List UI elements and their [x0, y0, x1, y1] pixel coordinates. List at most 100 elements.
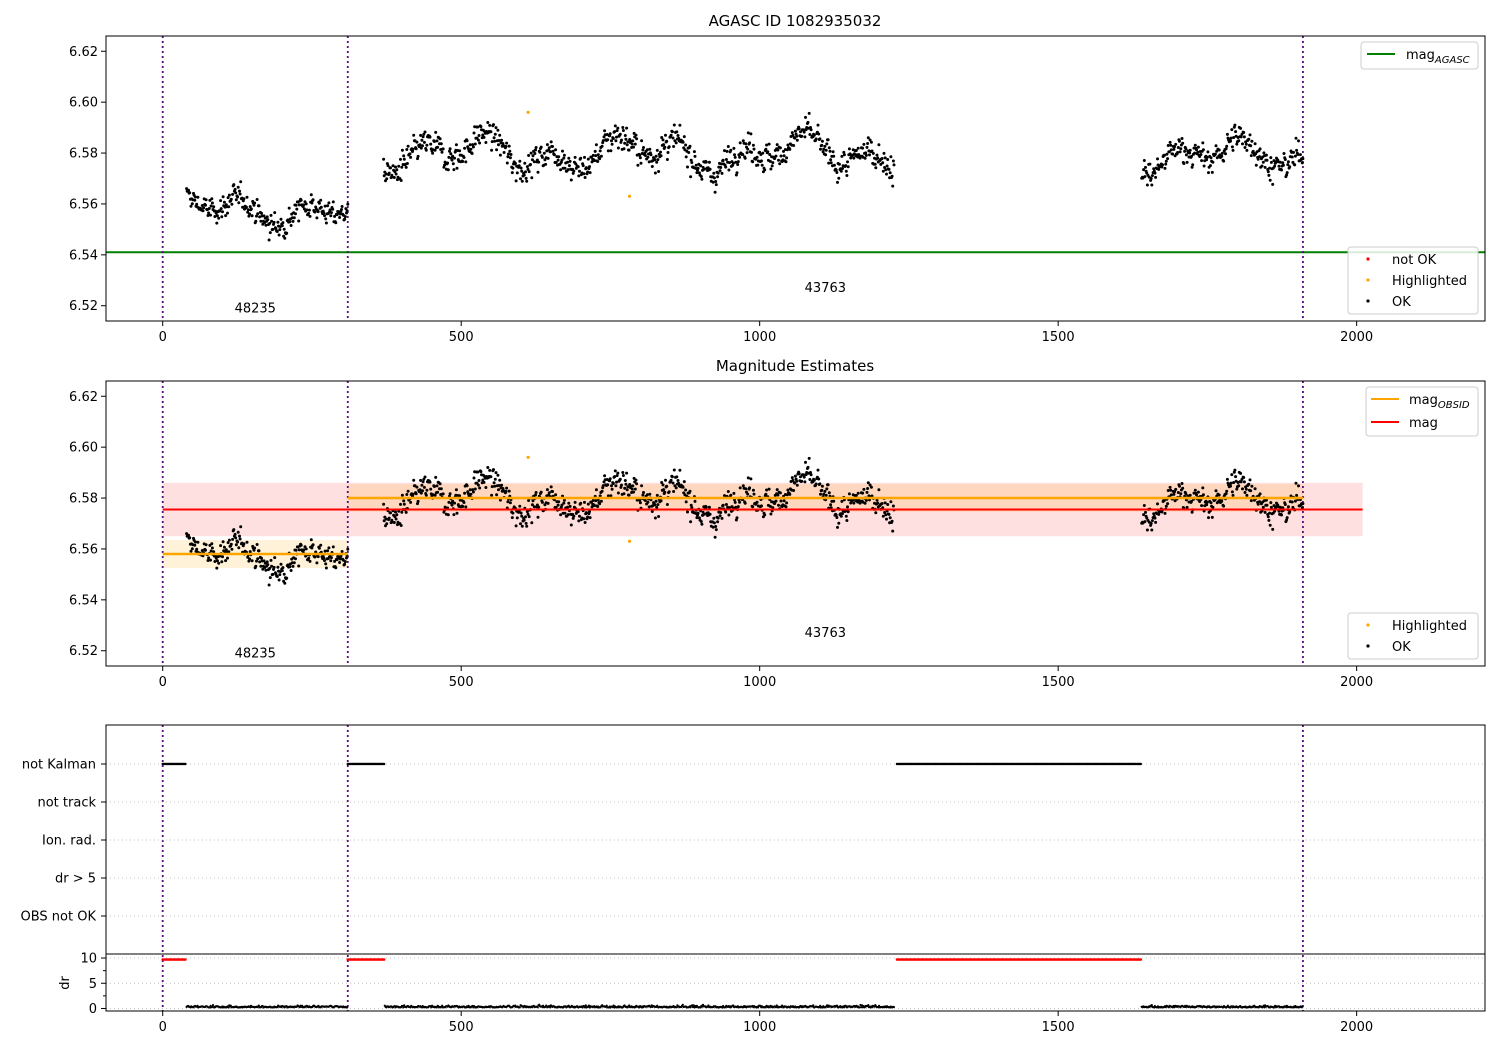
ok-point: [329, 559, 333, 563]
magnitude-estimates-panel: Magnitude Estimates 48235 43763 0 500 1000 1…: [69, 357, 1486, 690]
ok-point: [563, 166, 567, 170]
ok-point: [295, 207, 299, 211]
ok-point: [415, 485, 419, 489]
ok-point: [221, 210, 224, 214]
ok-point: [615, 480, 618, 484]
ok-point: [317, 201, 321, 205]
ok-point: [1153, 171, 1157, 175]
ok-point: [765, 488, 769, 492]
ok-point: [861, 491, 865, 495]
ok-point: [532, 505, 536, 509]
ok-point: [1188, 151, 1192, 155]
dr-low-point: [612, 1004, 615, 1007]
ok-point: [727, 168, 731, 172]
ok-point: [803, 135, 807, 139]
ok-point: [514, 179, 518, 183]
ok-point: [1191, 163, 1195, 167]
ok-point: [542, 151, 546, 155]
ok-point: [498, 153, 502, 157]
ok-point: [1178, 484, 1181, 488]
ok-point: [826, 483, 830, 487]
ok-point: [800, 134, 804, 138]
ok-point: [820, 488, 824, 492]
ok-point: [1168, 140, 1172, 144]
dr-low-point: [892, 1005, 896, 1009]
ok-point: [405, 493, 409, 496]
ok-point: [774, 499, 778, 503]
ok-point: [279, 562, 283, 566]
ok-point: [260, 211, 263, 215]
ok-point: [204, 543, 208, 547]
ok-point: [264, 223, 268, 227]
ok-point: [1184, 147, 1188, 151]
flags-xtick-label: 1000: [743, 1020, 776, 1035]
dr-high-point: [382, 958, 386, 961]
ok-point: [245, 540, 249, 544]
ok-point: [1267, 518, 1271, 522]
ok-point: [583, 176, 587, 179]
ok-point: [1195, 493, 1198, 497]
ok-point: [527, 499, 531, 502]
ok-point: [648, 147, 652, 151]
ok-point: [832, 163, 836, 167]
ok-point: [1293, 499, 1297, 503]
ok-point: [665, 484, 669, 488]
ok-point: [239, 525, 243, 529]
ok-point: [863, 156, 867, 160]
ok-point: [1285, 518, 1289, 522]
ok-point: [549, 140, 553, 144]
ok-point: [486, 121, 490, 124]
ok-point: [315, 216, 319, 220]
ok-point: [531, 154, 535, 158]
ok-point: [472, 476, 476, 480]
ok-point: [818, 482, 822, 486]
ok-point: [458, 149, 462, 153]
legend-line-label: magAGASC: [1406, 48, 1470, 66]
ok-point: [1242, 131, 1246, 134]
ok-point: [386, 164, 390, 168]
ok-point: [1272, 159, 1276, 163]
ok-point: [671, 136, 675, 140]
ok-point: [384, 172, 388, 176]
ok-point: [340, 205, 344, 208]
ok-point: [222, 200, 226, 204]
ok-point: [1242, 476, 1246, 479]
dr-low-point: [584, 1004, 587, 1007]
ok-point: [800, 479, 804, 483]
ok-point: [559, 513, 563, 517]
ok-point: [1142, 504, 1146, 507]
ok-point: [255, 198, 259, 201]
ok-point: [795, 483, 799, 487]
ok-point: [238, 534, 241, 538]
ok-point: [865, 490, 869, 494]
ok-point: [825, 487, 829, 491]
magest-xtick-label: 1500: [1042, 675, 1075, 690]
ok-point: [1174, 487, 1178, 491]
magest-ytick-label: 6.54: [69, 593, 98, 608]
ok-point: [204, 548, 207, 552]
ok-point: [891, 529, 895, 533]
ok-point: [689, 520, 693, 524]
ok-point: [421, 144, 424, 148]
ok-point: [226, 541, 230, 545]
ok-point: [269, 213, 273, 217]
ok-point: [447, 500, 451, 504]
ok-point: [562, 498, 566, 502]
legend-point-swatch: [1366, 623, 1370, 627]
ok-point: [193, 543, 197, 547]
ok-point: [272, 220, 276, 224]
magnitude-line-legend: magOBSID mag: [1365, 386, 1479, 437]
ok-point: [613, 130, 617, 134]
ok-point: [601, 484, 605, 488]
ok-point: [1214, 489, 1218, 493]
ok-point: [572, 169, 576, 173]
ok-point: [1243, 491, 1247, 494]
ok-point: [756, 163, 760, 167]
ok-point: [618, 132, 622, 136]
ok-point: [1157, 512, 1161, 516]
ok-point: [1239, 135, 1243, 139]
ok-point: [271, 227, 275, 231]
agasc-xtick-label: 0: [159, 330, 167, 345]
ok-point: [662, 143, 666, 147]
ok-point: [554, 505, 558, 509]
